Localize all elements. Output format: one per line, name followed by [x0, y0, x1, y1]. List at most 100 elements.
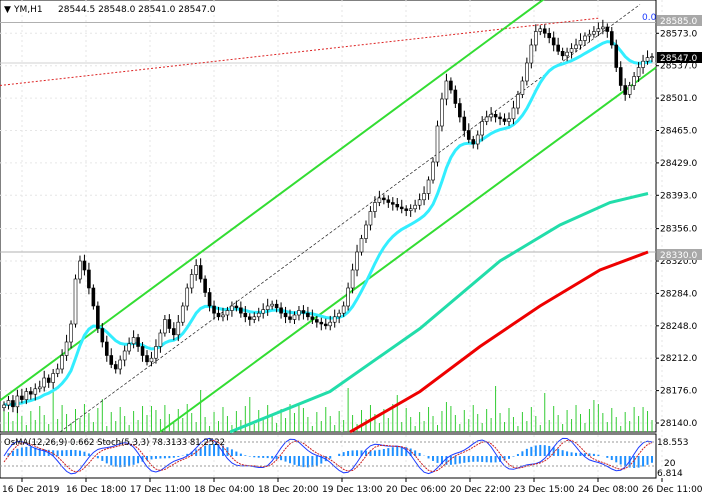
candle-body [221, 314, 225, 318]
candle-body [60, 355, 64, 370]
candle-body [265, 305, 270, 310]
volume-bars [3, 386, 653, 432]
candle-body [42, 377, 47, 388]
chart-symbol: YM,H1 [13, 5, 43, 15]
candle-body [96, 305, 100, 329]
candle-body [596, 28, 601, 32]
candle-body [641, 60, 645, 68]
candle-body [11, 400, 15, 408]
time-tick-label: 24 Dec 08:00 [578, 485, 639, 495]
chart-header-icon: ▼ [4, 5, 11, 15]
candle-body [569, 48, 574, 53]
candle-body [212, 305, 216, 314]
candle-body [466, 130, 471, 140]
price-tick-label: 28284.0 [660, 289, 697, 299]
level-high-tag [657, 15, 702, 26]
ma-slow-line [349, 250, 649, 434]
candle-body [560, 50, 565, 57]
chart-ohlc: 28544.5 28548.0 28541.0 28547.0 [58, 5, 216, 15]
price-tick-label: 28501.0 [660, 94, 697, 104]
candle-body [225, 310, 230, 316]
price-axis: 28573.0 28537.0 28501.0 28465.0 28429.0 28393… [656, 29, 697, 429]
candle-body [82, 260, 87, 271]
candle-body [332, 316, 337, 323]
level-low-label: 28330.0 [660, 251, 697, 261]
candle-body [207, 292, 212, 307]
candle-body [203, 278, 207, 293]
candle-body [601, 26, 605, 30]
candle-body [359, 238, 364, 253]
candle-body [319, 321, 324, 325]
candle-body [78, 260, 82, 280]
candle-body [346, 287, 350, 307]
candle-body [386, 199, 391, 203]
candle-body [551, 37, 556, 46]
candle-body [364, 224, 368, 239]
osc-label-20: 20 [664, 459, 676, 469]
moving-averages [3, 40, 653, 434]
candle-body [632, 76, 636, 86]
candle-body [650, 56, 654, 59]
candle-body [493, 114, 498, 118]
candle-body [20, 395, 24, 400]
candle-body [368, 211, 373, 226]
stoch-main-line [3, 437, 653, 475]
candle-body [480, 121, 484, 136]
candle-body [176, 321, 181, 336]
price-tick-label: 28212.0 [660, 354, 697, 364]
candle-body [390, 202, 395, 205]
candle-body [350, 269, 355, 289]
candle-body [435, 125, 440, 163]
candle-body [29, 391, 33, 395]
candle-body [100, 328, 105, 343]
candle-body [252, 316, 257, 320]
candle-body [565, 51, 569, 57]
candle-body [341, 305, 346, 314]
candle-body [292, 314, 297, 320]
osc-label-bottom: 6.814 [657, 469, 683, 479]
candle-body [408, 208, 413, 211]
candle-body [431, 161, 435, 181]
candle-body [127, 343, 131, 352]
candle-body [172, 328, 176, 336]
time-tick-label: 16 Dec 18:00 [66, 485, 127, 495]
candle-body [247, 316, 252, 320]
candle-body [194, 265, 198, 275]
candle-body [118, 359, 122, 370]
channel-lower-line [159, 66, 657, 433]
time-tick-label: 20 Dec 06:00 [386, 485, 447, 495]
candle-body [373, 202, 377, 212]
oscillator-plot [0, 437, 656, 475]
price-tick-label: 28429.0 [660, 159, 697, 169]
candle-body [315, 319, 319, 323]
candle-body [230, 305, 234, 311]
candle-body [323, 323, 328, 327]
candle-body [413, 204, 417, 210]
candle-body [328, 321, 333, 327]
candle-body [131, 337, 136, 345]
candle-body [534, 31, 538, 46]
candle-body [511, 107, 516, 120]
oscillator-title: OsMA(12,26,9) 0.662 Stoch(5,3,3) 78.3133… [4, 438, 225, 448]
candles [2, 19, 654, 414]
candle-body [404, 208, 409, 211]
candle-body [288, 316, 292, 320]
candle-body [243, 312, 248, 318]
candle-body [104, 341, 109, 356]
candle-body [46, 377, 51, 383]
candle-body [306, 312, 310, 318]
candle-body [471, 139, 476, 145]
time-tick-label: 20 Dec 22:00 [450, 485, 511, 495]
candle-body [578, 40, 583, 46]
price-tick-label: 28465.0 [660, 127, 697, 137]
candle-body [587, 33, 592, 37]
candle-body [529, 44, 534, 64]
candle-body [149, 357, 154, 363]
candle-body [502, 118, 507, 122]
candle-body [154, 346, 158, 359]
candle-body [627, 85, 632, 95]
candle-body [140, 346, 145, 356]
candle-body [618, 67, 623, 86]
